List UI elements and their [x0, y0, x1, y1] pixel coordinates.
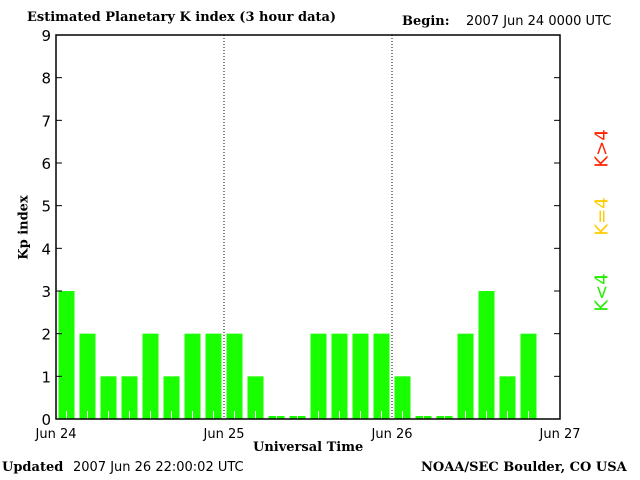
y-tick-label: 0	[41, 411, 51, 429]
bar	[247, 376, 264, 419]
y-tick-label: 9	[41, 27, 51, 45]
updated-value: 2007 Jun 26 22:00:02 UTC	[73, 460, 244, 475]
bar	[394, 376, 411, 419]
bar	[499, 376, 516, 419]
bar	[520, 333, 537, 419]
bar	[100, 376, 117, 419]
plot-frame	[55, 34, 561, 420]
bar	[184, 333, 201, 419]
bar	[331, 333, 348, 419]
bar	[226, 333, 243, 419]
y-tick-label: 7	[41, 112, 51, 130]
bar	[163, 376, 180, 419]
updated-label: Updated	[2, 460, 64, 475]
y-tick-label: 6	[41, 155, 51, 173]
y-tick-label: 3	[41, 283, 51, 301]
y-tick-label: 8	[41, 70, 51, 88]
begin-label: Begin:	[402, 14, 450, 29]
bar	[205, 333, 222, 419]
begin-value: 2007 Jun 24 0000 UTC	[466, 14, 612, 29]
x-tick-label: Jun 27	[539, 427, 581, 442]
y-tick-label: 1	[41, 368, 51, 386]
bar	[310, 333, 327, 419]
bar	[79, 333, 96, 419]
y-tick-label: 5	[41, 198, 51, 216]
x-tick-label: Jun 25	[203, 427, 245, 442]
y-tick-label: 4	[41, 240, 51, 258]
bar	[457, 333, 474, 419]
bar	[373, 333, 390, 419]
credit: NOAA/SEC Boulder, CO USA	[421, 460, 627, 475]
bar	[478, 291, 495, 419]
bar	[352, 333, 369, 419]
bar	[121, 376, 138, 419]
chart-title: Estimated Planetary K index (3 hour data…	[27, 10, 337, 25]
x-tick-label: Jun 26	[371, 427, 413, 442]
bar	[58, 291, 75, 419]
x-tick-label: Jun 24	[35, 427, 77, 442]
bar	[142, 333, 159, 419]
y-tick-label: 2	[41, 326, 51, 344]
x-axis-label: Universal Time	[253, 440, 364, 455]
